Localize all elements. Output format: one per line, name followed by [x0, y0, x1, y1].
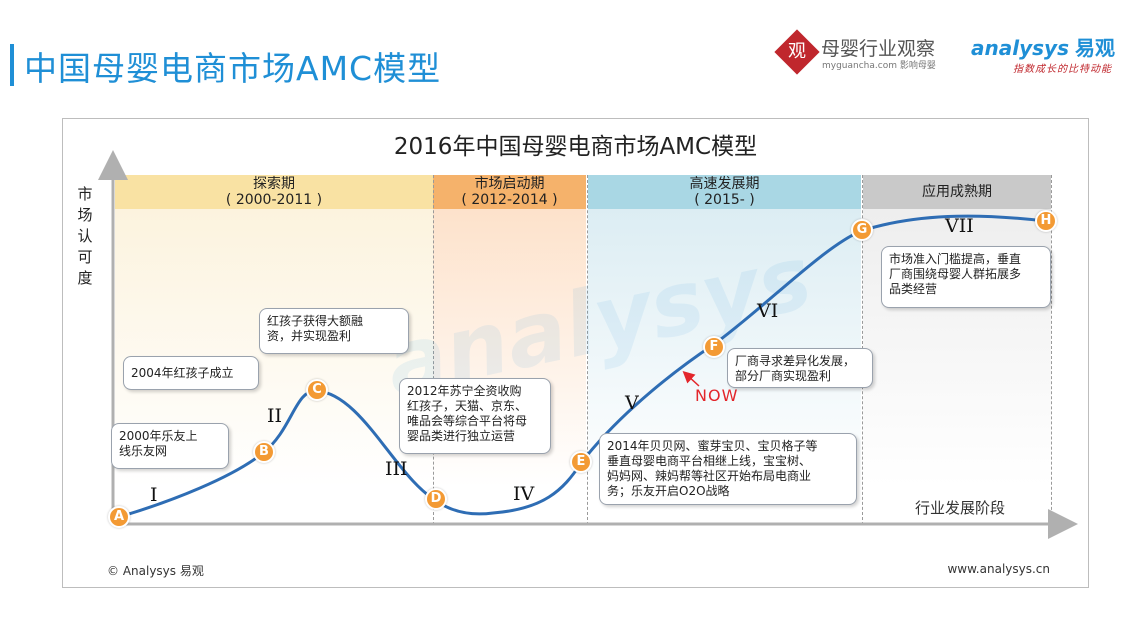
phase-divider-2 — [587, 175, 588, 525]
muying-logo-sub: myguancha.com 影响母婴 — [822, 61, 936, 71]
point-b: B — [253, 441, 275, 463]
phase-1-name: 探索期 — [253, 176, 295, 192]
muying-logo-seal-char: 观 — [788, 41, 806, 62]
logo-area: 观 母婴行业观察 myguancha.com 影响母婴 analysys 易观 指… — [774, 28, 1121, 78]
amc-curve — [118, 214, 1046, 519]
stage-label-1: I — [150, 484, 158, 506]
phase-1-header: 探索期 ( 2000-2011 ) — [115, 175, 433, 209]
callout-f-text: 厂商寻求差异化发展， 部分厂商实现盈利 — [735, 354, 856, 383]
callout-e-text: 2014年贝贝网、蜜芽宝贝、宝贝格子等 垂直母婴电商平台相继上线，宝宝树、 妈妈… — [607, 439, 818, 498]
phase-4-name: 应用成熟期 — [922, 184, 992, 200]
footer-url: www.analysys.cn — [947, 562, 1050, 576]
callout-point-b: 2004年红孩子成立 — [123, 356, 259, 390]
point-h: H — [1035, 210, 1057, 232]
phase-divider-1 — [433, 175, 434, 525]
footer-copyright: © Analysys 易观 — [107, 564, 204, 578]
point-g: G — [851, 219, 873, 241]
point-e: E — [570, 451, 592, 473]
point-f: F — [703, 336, 725, 358]
point-c: C — [306, 379, 328, 401]
callout-point-d: 2012年苏宁全资收购 红孩子，天猫、京东、 唯品会等综合平台将母 婴品类进行独… — [399, 378, 551, 454]
callout-b-text: 2004年红孩子成立 — [131, 366, 234, 380]
callout-g-text: 市场准入门槛提高，垂直 厂商围绕母婴人群拓展多 品类经营 — [889, 252, 1022, 296]
analysys-logo-name: analysys — [971, 36, 1069, 60]
callout-point-e: 2014年贝贝网、蜜芽宝贝、宝贝格子等 垂直母婴电商平台相继上线，宝宝树、 妈妈… — [599, 433, 857, 505]
analysys-logo-cn: 易观 — [1074, 36, 1115, 60]
phase-2-period: ( 2012-2014 ) — [461, 192, 558, 208]
stage-label-7: VII — [945, 215, 974, 237]
point-d: D — [425, 488, 447, 510]
phase-3-period: ( 2015- ) — [694, 192, 755, 208]
muying-logo-name: 母婴行业观察 — [821, 38, 936, 60]
page-title: 中国母婴电商市场AMC模型 — [24, 49, 442, 88]
phase-2-name: 市场启动期 — [474, 176, 545, 192]
now-label: NOW — [695, 386, 739, 405]
phase-divider-4 — [1051, 175, 1052, 525]
stage-label-6: VI — [757, 300, 779, 322]
analysys-logo: analysys 易观 — [971, 32, 1115, 61]
analysys-slogan: 指数成长的比特动能 — [1013, 64, 1112, 75]
phase-4-header: 应用成熟期 — [863, 175, 1051, 209]
callout-c-text: 红孩子获得大额融 资，并实现盈利 — [267, 314, 364, 343]
chart-frame: 2016年中国母婴电商市场AMC模型 探索期 ( 2000-2011 ) 市场启… — [62, 118, 1089, 588]
phase-3-name: 高速发展期 — [689, 176, 760, 192]
stage-label-4: IV — [513, 483, 535, 505]
now-arrow — [682, 370, 700, 387]
point-a: A — [108, 506, 130, 528]
callout-point-g: 市场准入门槛提高，垂直 厂商围绕母婴人群拓展多 品类经营 — [881, 246, 1051, 308]
stage-label-3: III — [385, 458, 408, 480]
callout-point-a: 2000年乐友上 线乐友网 — [111, 423, 229, 469]
callout-d-text: 2012年苏宁全资收购 红孩子，天猫、京东、 唯品会等综合平台将母 婴品类进行独… — [407, 384, 528, 443]
phase-1-period: ( 2000-2011 ) — [225, 192, 323, 208]
stage-label-2: II — [267, 405, 283, 427]
y-axis-label: 市场认可度 — [77, 185, 93, 287]
title-accent-bar — [10, 44, 14, 86]
x-axis-label: 行业发展阶段 — [915, 499, 1006, 517]
callout-a-text: 2000年乐友上 线乐友网 — [119, 429, 198, 458]
callout-point-f: 厂商寻求差异化发展， 部分厂商实现盈利 — [727, 348, 873, 388]
phase-3-header: 高速发展期 ( 2015- ) — [588, 175, 861, 209]
stage-label-5: V — [625, 392, 639, 414]
callout-point-c: 红孩子获得大额融 资，并实现盈利 — [259, 308, 409, 354]
phase-2-header: 市场启动期 ( 2012-2014 ) — [433, 175, 586, 209]
chart-title: 2016年中国母婴电商市场AMC模型 — [393, 134, 758, 160]
